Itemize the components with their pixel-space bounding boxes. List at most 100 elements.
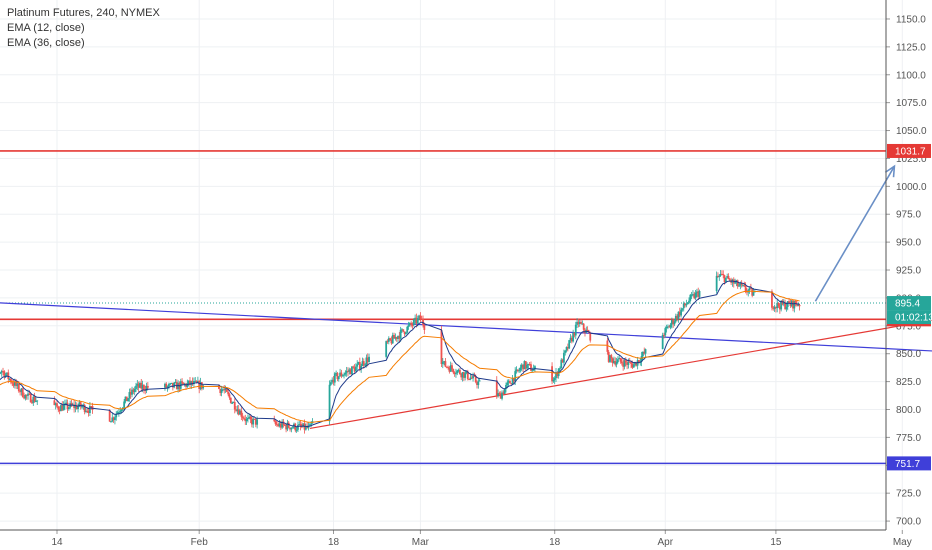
candle-body xyxy=(445,366,448,368)
candle-body xyxy=(110,421,112,423)
candle-body xyxy=(782,302,785,305)
candle-body xyxy=(181,381,183,383)
candle-body xyxy=(680,309,682,316)
candle-body xyxy=(495,380,498,396)
candle-body xyxy=(569,337,572,341)
candle-body xyxy=(406,326,409,333)
candle-body xyxy=(751,288,754,296)
candle-body xyxy=(748,287,751,291)
candle-body xyxy=(743,284,746,286)
candle-body xyxy=(233,402,236,410)
candle-body xyxy=(16,383,19,386)
x-tick-label: 18 xyxy=(549,537,561,548)
candle-body xyxy=(339,372,341,377)
candle-body xyxy=(778,306,781,310)
candle-body xyxy=(364,364,366,366)
candle-body xyxy=(24,394,27,399)
projection-arrow-shaft xyxy=(814,165,896,302)
candle-body xyxy=(578,321,581,324)
countdown-tag-bg xyxy=(887,310,931,325)
candle-body xyxy=(693,294,696,299)
candle-body xyxy=(719,273,722,276)
candle-body xyxy=(563,352,565,363)
candle-body xyxy=(736,280,739,287)
candle-body xyxy=(132,389,135,393)
candle-body xyxy=(509,380,511,384)
candle-body xyxy=(618,357,621,360)
candle-body xyxy=(124,396,127,402)
candle-body xyxy=(572,332,575,342)
candle-body xyxy=(250,419,253,425)
candle-body xyxy=(169,383,172,385)
candle-body xyxy=(125,396,128,401)
x-tick-label: Feb xyxy=(191,537,209,548)
y-tick-label: 1075.0 xyxy=(896,98,927,109)
candle-body xyxy=(164,383,166,388)
candle-body xyxy=(123,401,126,408)
candle-body xyxy=(17,383,20,392)
candle-body xyxy=(580,321,582,324)
candle-body xyxy=(628,361,631,363)
candle-body xyxy=(473,375,476,377)
candle-body xyxy=(677,311,680,320)
candle-body xyxy=(518,370,521,372)
chart-legend: Platinum Futures, 240, NYMEX EMA (12, cl… xyxy=(7,6,160,51)
candle-body xyxy=(686,302,689,305)
candle-body xyxy=(391,335,394,344)
candle-body xyxy=(661,334,664,350)
ema-lines xyxy=(0,280,800,428)
candle-body xyxy=(222,389,224,391)
candle-body xyxy=(256,419,259,425)
candle-body xyxy=(200,382,203,389)
candle-body xyxy=(331,379,334,383)
candle-body xyxy=(29,393,32,403)
candle-body xyxy=(235,409,237,411)
candle-body xyxy=(586,329,589,332)
candle-body xyxy=(505,385,507,389)
candle-body xyxy=(3,371,6,378)
candle-body xyxy=(329,382,332,385)
candle-body xyxy=(440,329,443,365)
candle-body xyxy=(420,318,423,320)
candle-body xyxy=(336,373,339,380)
candle-body xyxy=(35,400,37,402)
candle-body xyxy=(552,379,555,382)
candle-body xyxy=(501,392,503,399)
candle-body xyxy=(343,374,345,376)
candle-body xyxy=(644,349,647,354)
candle-body xyxy=(734,282,736,284)
candle-body xyxy=(277,424,280,427)
candle-body xyxy=(780,300,783,310)
candle-body xyxy=(523,361,526,370)
candle-body xyxy=(627,361,630,365)
y-tick-label: 700.0 xyxy=(896,517,921,528)
candle-body xyxy=(515,369,518,372)
candle-body xyxy=(402,329,405,332)
candle-body xyxy=(532,368,535,371)
candle-body xyxy=(274,421,277,425)
candle-body xyxy=(461,372,464,378)
y-tick-label: 950.0 xyxy=(896,238,921,249)
candle-body xyxy=(174,382,177,384)
y-tick-label: 1000.0 xyxy=(896,182,927,193)
candle-body xyxy=(187,380,190,384)
candle-body xyxy=(553,378,556,380)
candle-body xyxy=(530,364,532,371)
candle-body xyxy=(248,416,251,418)
candle-body xyxy=(555,372,557,379)
candle-body xyxy=(522,364,524,370)
current-price-tag-text: 895.4 xyxy=(895,299,920,310)
candle-body xyxy=(340,372,343,377)
horizontal-levels xyxy=(0,150,886,465)
candle-body xyxy=(752,292,755,296)
candle-body xyxy=(407,325,410,327)
candle-body xyxy=(560,359,563,369)
candle-body xyxy=(405,332,407,334)
candle-body xyxy=(410,322,413,325)
candle-body xyxy=(512,378,515,382)
candle-body xyxy=(143,385,145,390)
candle-body xyxy=(670,320,673,325)
level-tag-text: 751.7 xyxy=(895,459,920,470)
